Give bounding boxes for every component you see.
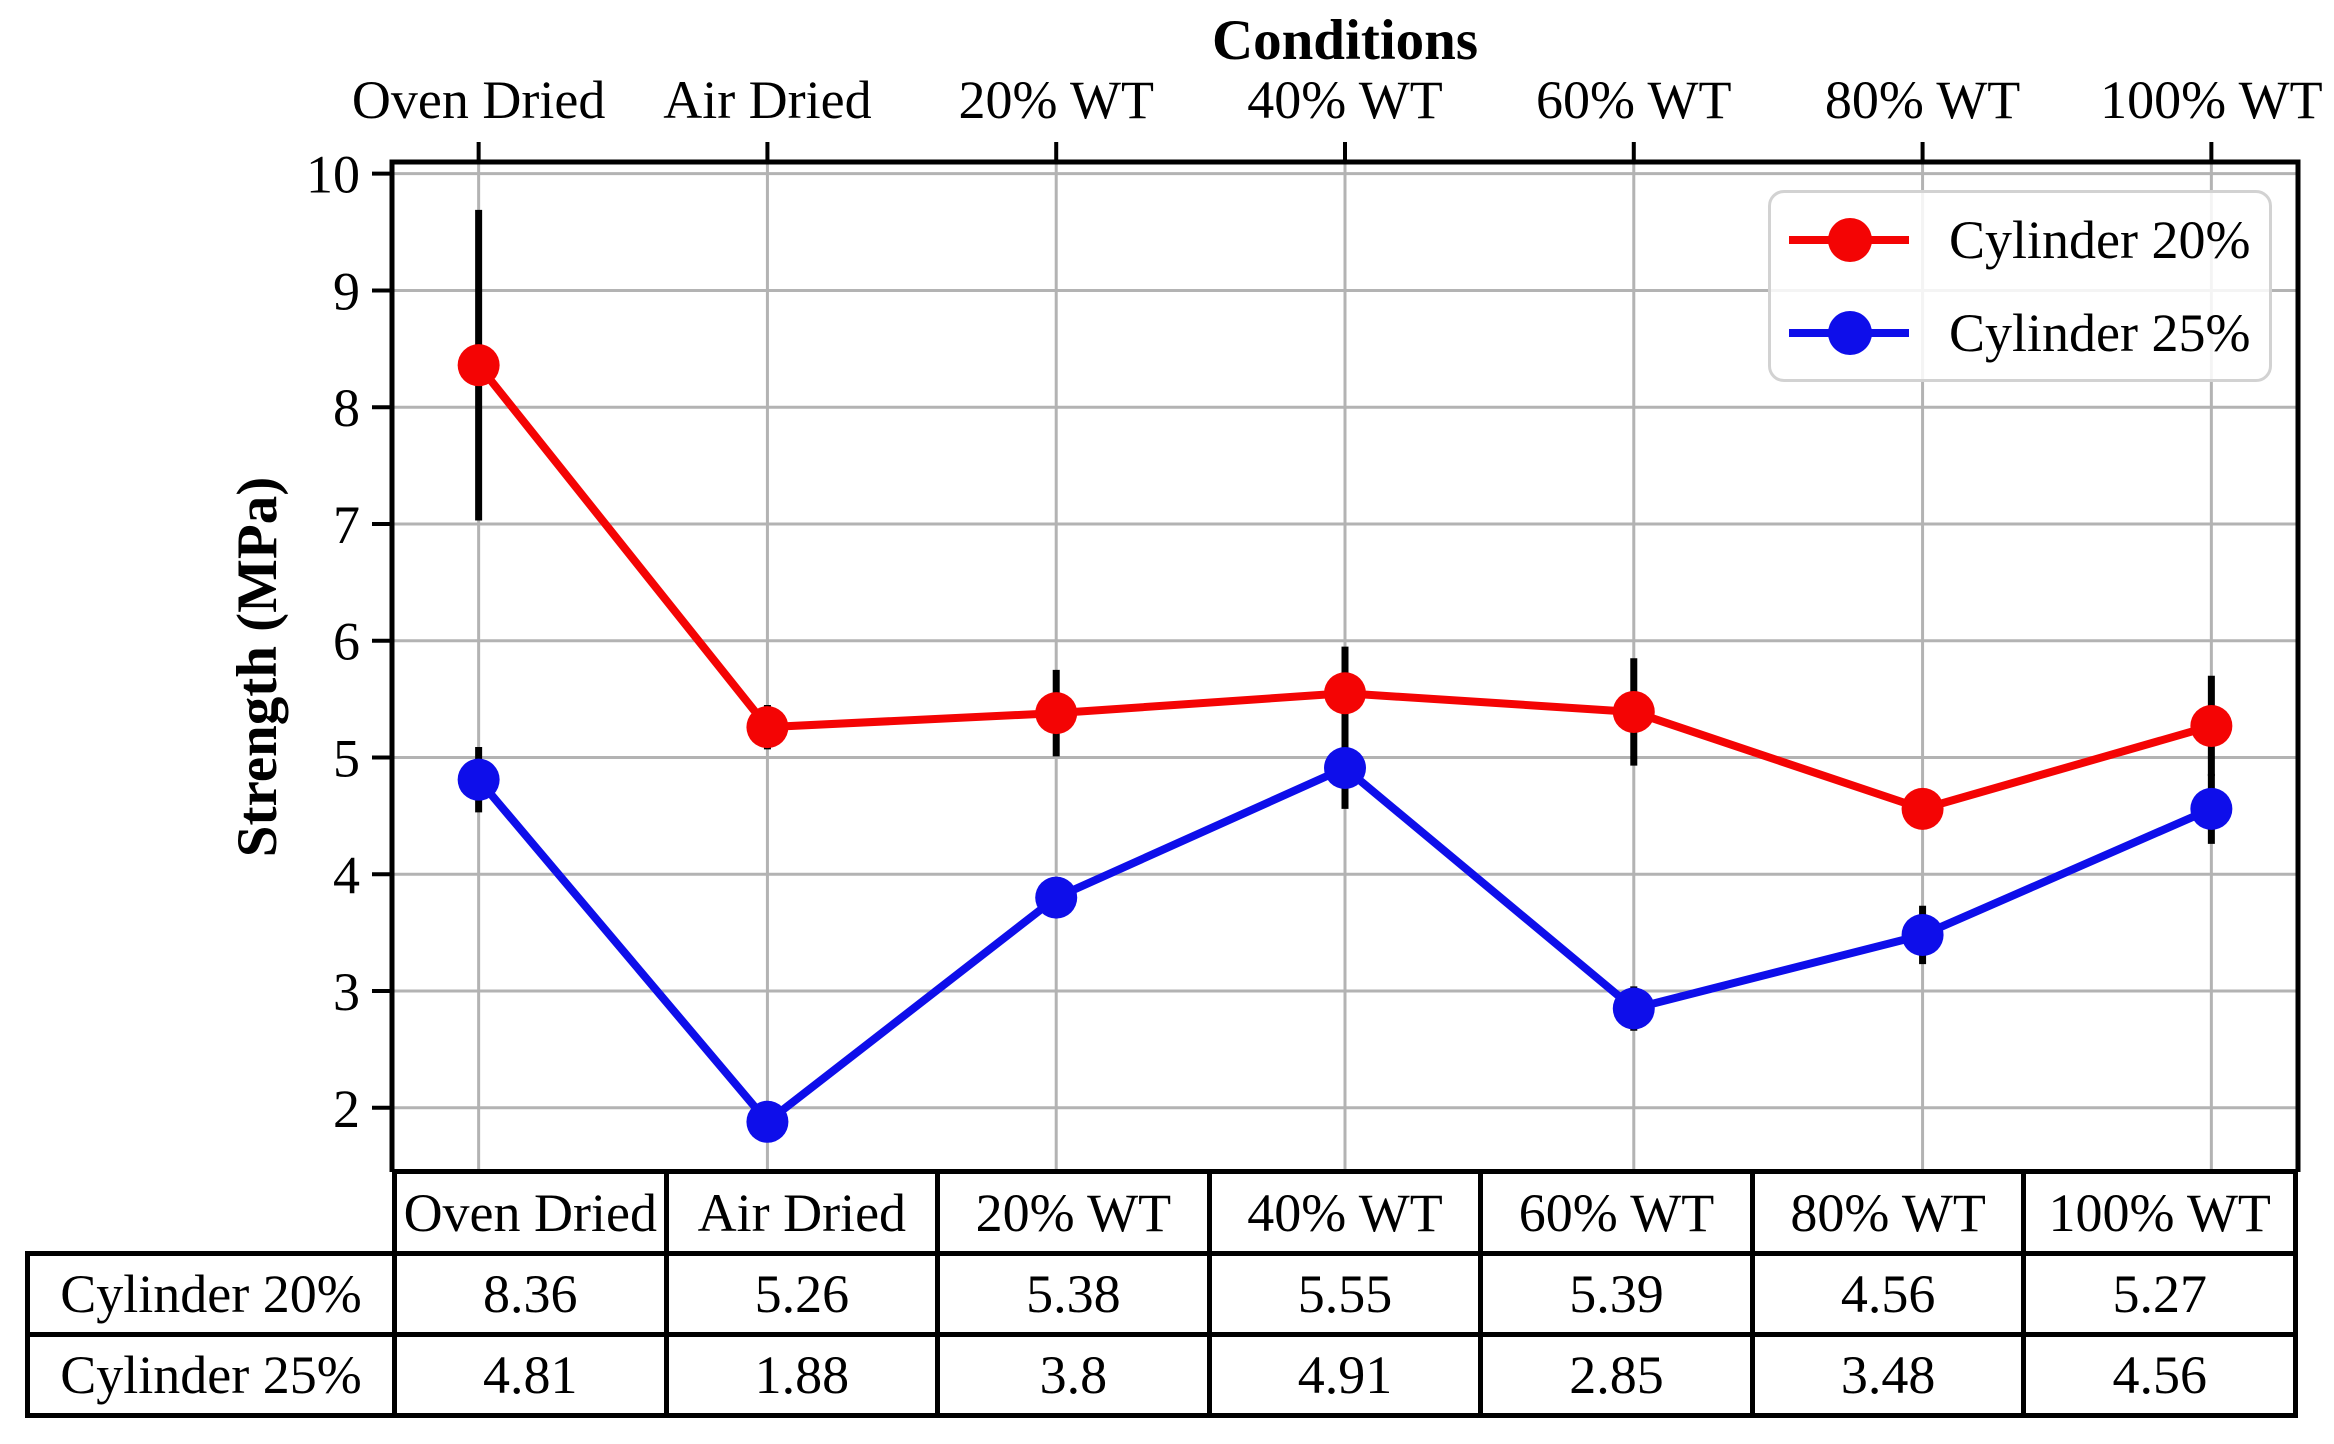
data-point (1901, 913, 1944, 956)
data-point (457, 758, 500, 801)
y-axis-tick-label: 2 (333, 1079, 360, 1139)
y-axis-tick-label: 8 (333, 378, 360, 438)
x-axis-tick-label: Air Dried (663, 70, 871, 130)
data-point (1324, 747, 1366, 789)
table-header-cell: 100% WT (2021, 1169, 2298, 1256)
chart-title: Conditions (1211, 9, 1479, 72)
table-cell: 5.39 (1478, 1251, 1755, 1337)
table-cell: 8.36 (392, 1251, 669, 1337)
x-axis-tick-label: 20% WT (958, 70, 1153, 130)
data-point (457, 344, 500, 387)
table-cell: 2.85 (1478, 1332, 1755, 1418)
data-point (1324, 672, 1366, 715)
series-cylinder-25 (457, 747, 2233, 1143)
data-point (1612, 987, 1655, 1030)
legend-item-cylinder-25: Cylinder 25% (1771, 286, 2269, 379)
table-cell: 3.8 (935, 1332, 1212, 1418)
table-cell: 4.81 (392, 1332, 669, 1418)
x-axis-tick-label: Oven Dried (352, 70, 605, 130)
y-axis-tick-label: 5 (333, 728, 360, 788)
y-axis-tick-label: 4 (333, 845, 360, 905)
table-header-cell: 20% WT (935, 1169, 1212, 1256)
table-cell: 5.26 (663, 1251, 941, 1337)
y-axis-tick-label: 7 (333, 495, 360, 555)
table-header-cell: Oven Dried (392, 1169, 669, 1256)
table-row: Cylinder 25% 4.81 1.88 3.8 4.91 2.85 3.48 4.56 (25, 1332, 2298, 1418)
table-header-cell: 60% WT (1478, 1169, 1755, 1256)
legend: Cylinder 20% Cylinder 25% (1768, 190, 2272, 382)
legend-label: Cylinder 25% (1949, 302, 2251, 363)
data-point (746, 1100, 789, 1143)
table-header-cell: 80% WT (1749, 1169, 2027, 1256)
legend-label: Cylinder 20% (1949, 209, 2251, 270)
data-point (1612, 690, 1655, 733)
legend-dot-swatch (1828, 217, 1872, 262)
table-row-label: Cylinder 25% (25, 1332, 397, 1418)
x-axis-labels: Oven Dried Air Dried 20% WT 40% WT 60% WT 80%… (352, 70, 2323, 130)
legend-marker-cylinder-25-icon (1789, 310, 1909, 356)
table-cell: 3.48 (1749, 1332, 2027, 1418)
table-row: Cylinder 20% 8.36 5.26 5.38 5.55 5.39 4.56 5.27 (25, 1251, 2298, 1337)
data-point (2190, 704, 2233, 747)
data-point (746, 706, 789, 749)
data-point (1901, 787, 1944, 830)
series-cylinder-20 (457, 344, 2233, 830)
y-axis-tick-label: 9 (333, 261, 360, 321)
x-axis-tick-label: 40% WT (1247, 70, 1442, 130)
legend-dot-swatch (1828, 310, 1872, 355)
table-cell: 4.56 (2021, 1332, 2298, 1418)
plot-area: Oven Dried Air Dried 20% WT 40% WT 60% WT 80%… (306, 70, 2323, 1172)
y-axis-tick-label: 6 (333, 612, 360, 672)
x-axis-tick-label: 100% WT (2100, 70, 2322, 130)
table-cell: 1.88 (663, 1332, 941, 1418)
y-axis-tick-label: 3 (333, 962, 360, 1022)
table-cell: 4.56 (1749, 1251, 2027, 1337)
table-cell: 5.38 (935, 1251, 1212, 1337)
data-table: Oven Dried Air Dried 20% WT 40% WT 60% WT 80%… (25, 1169, 2298, 1418)
table-header-cell: 40% WT (1206, 1169, 1484, 1256)
table-cell: 5.55 (1206, 1251, 1484, 1337)
y-axis-tick-label: 10 (306, 145, 360, 205)
table-corner-blank-cell (28, 1172, 395, 1254)
data-point (2190, 787, 2233, 830)
data-point (1035, 876, 1078, 919)
legend-marker-cylinder-20-icon (1789, 217, 1909, 263)
y-axis-tick-labels: 2 3 4 5 6 7 8 9 10 (306, 145, 360, 1139)
table-cell: 5.27 (2021, 1251, 2298, 1337)
table-row-label: Cylinder 20% (25, 1251, 397, 1337)
tick-marks (372, 142, 2214, 1110)
table-header-row: Oven Dried Air Dried 20% WT 40% WT 60% WT 80%… (28, 1169, 2298, 1256)
strength-table: Oven Dried Air Dried 20% WT 40% WT 60% WT 80%… (25, 1169, 2298, 1418)
table-header-cell: Air Dried (663, 1169, 941, 1256)
table-cell: 4.91 (1206, 1332, 1484, 1418)
x-axis-tick-label: 60% WT (1536, 70, 1731, 130)
data-point (1035, 692, 1078, 735)
legend-item-cylinder-20: Cylinder 20% (1771, 193, 2269, 286)
x-axis-tick-label: 80% WT (1825, 70, 2020, 130)
